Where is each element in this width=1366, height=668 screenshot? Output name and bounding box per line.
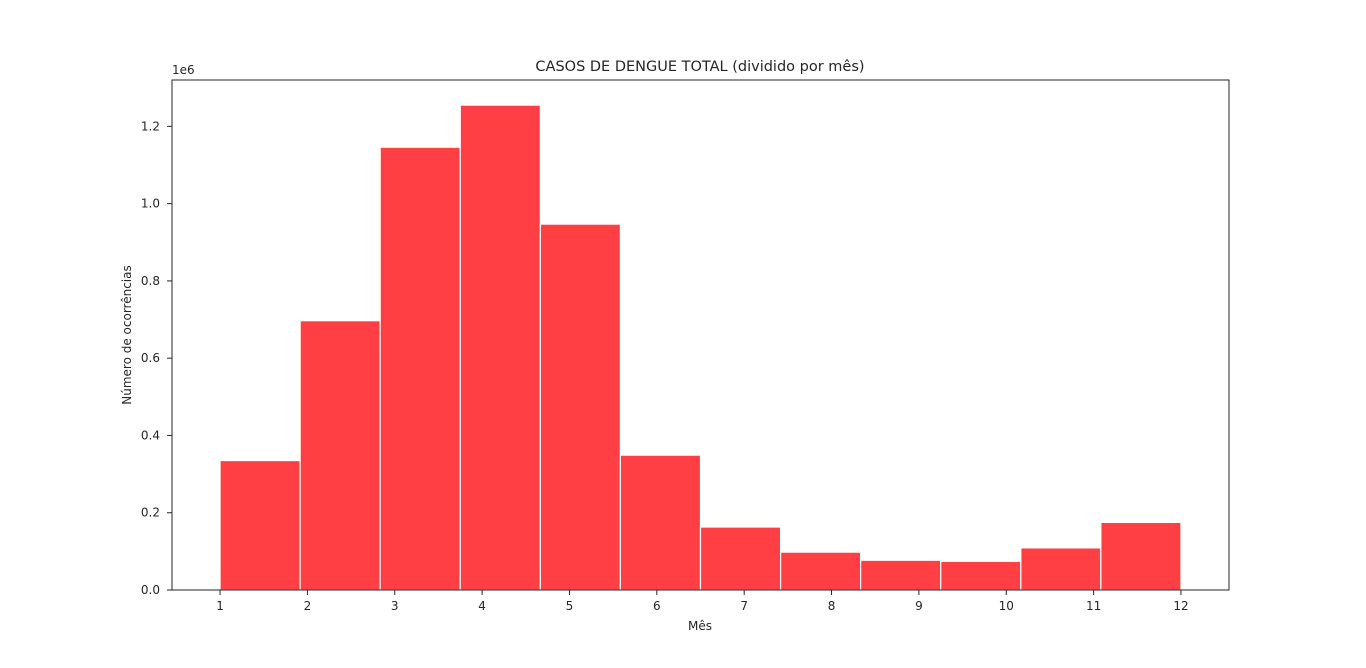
chart-title: CASOS DE DENGUE TOTAL (dividido por mês)	[535, 59, 864, 75]
y-tick-label: 0.6	[141, 351, 160, 365]
bar-6	[619, 454, 702, 591]
y-tick-label: 0.8	[141, 274, 160, 288]
bars-group	[219, 104, 1182, 591]
y-tick-label: 0.4	[141, 428, 160, 442]
y-tick-label: 1.0	[141, 197, 160, 211]
y-tick-label: 1.2	[141, 119, 160, 133]
bar-12	[1100, 521, 1182, 591]
y-tick-label: 0.2	[141, 506, 160, 520]
plot-frame	[171, 79, 1230, 591]
x-tick-label: 8	[828, 599, 836, 613]
bar-2	[299, 320, 381, 591]
x-tick-label: 9	[915, 599, 923, 613]
y-axis-label: Número de ocorrências	[120, 265, 134, 405]
bar-11	[1020, 547, 1102, 591]
bar-1	[219, 459, 301, 591]
y-tick-label: 0.0	[141, 583, 160, 597]
bar-4	[459, 104, 541, 591]
x-tick-label: 7	[740, 599, 748, 613]
y-axis-offset-label: 1e6	[172, 63, 195, 77]
x-axis-label: Mês	[688, 619, 712, 633]
bar-8	[780, 551, 862, 591]
y-axis-ticks: 0.0 0.2 0.4 0.6 0.8 1.0 1.2	[141, 119, 172, 597]
x-axis-ticks: 1 2 3 4 5 6 7 8 9 10 11 12	[216, 590, 1189, 613]
x-tick-label: 5	[566, 599, 574, 613]
x-tick-label: 10	[999, 599, 1014, 613]
bar-7	[699, 526, 782, 591]
bar-9	[860, 559, 942, 591]
x-tick-label: 2	[304, 599, 312, 613]
x-tick-label: 12	[1173, 599, 1188, 613]
bar-10	[940, 560, 1022, 591]
x-tick-label: 3	[391, 599, 399, 613]
x-tick-label: 4	[478, 599, 486, 613]
x-tick-label: 1	[216, 599, 224, 613]
bar-5	[539, 223, 621, 591]
x-tick-label: 6	[653, 599, 661, 613]
bar-3	[379, 146, 461, 591]
x-tick-label: 11	[1086, 599, 1101, 613]
